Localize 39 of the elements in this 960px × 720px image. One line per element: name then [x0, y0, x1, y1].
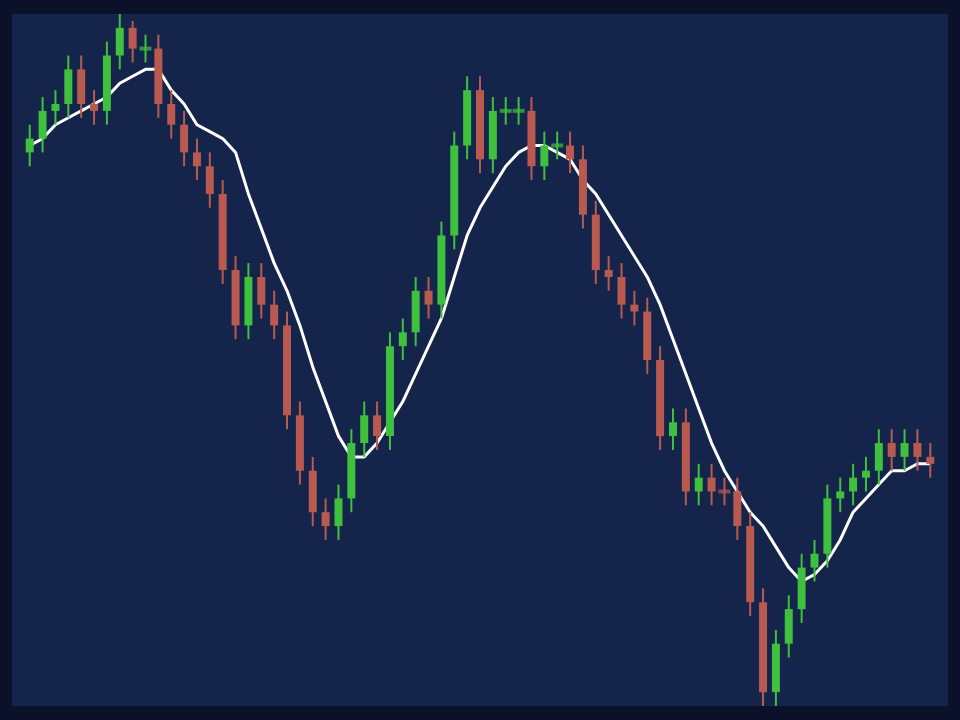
candlestick: [887, 428, 896, 472]
candlestick: [900, 428, 909, 472]
candlestick: [861, 455, 870, 493]
candlestick: [398, 317, 407, 361]
candlestick: [810, 538, 819, 583]
candlestick: [694, 462, 703, 507]
candlestick: [668, 407, 677, 451]
candlestick: [926, 442, 935, 479]
candlestick: [115, 13, 124, 71]
candlestick: [784, 594, 793, 659]
candlestick: [192, 137, 201, 182]
candlestick: [617, 262, 626, 320]
candlestick: [874, 428, 883, 486]
candlestick: [64, 54, 73, 119]
candlestick: [25, 123, 34, 168]
candlestick: [167, 89, 176, 140]
candlestick: [205, 151, 214, 209]
candlestick: [566, 130, 575, 175]
candlestick: [849, 462, 858, 507]
candlestick: [411, 275, 420, 348]
candlestick: [797, 552, 806, 624]
candlestick: [38, 96, 47, 154]
candlestick: [424, 275, 433, 320]
candlestick: [128, 19, 137, 64]
candlestick: [360, 400, 369, 458]
candlestick: [321, 497, 330, 541]
candlestick: [334, 483, 343, 541]
candlestick: [270, 289, 279, 341]
candlestick: [51, 89, 60, 126]
candlestick: [836, 476, 845, 514]
candlestick: [630, 289, 639, 327]
candlestick: [913, 428, 922, 472]
candlestick: [604, 255, 613, 292]
candlestick: [77, 54, 86, 119]
candlestick: [373, 400, 382, 451]
candlestick: [90, 89, 99, 126]
candlestick: [308, 455, 317, 528]
candlestick: [180, 109, 189, 168]
candlestick: [257, 262, 266, 320]
